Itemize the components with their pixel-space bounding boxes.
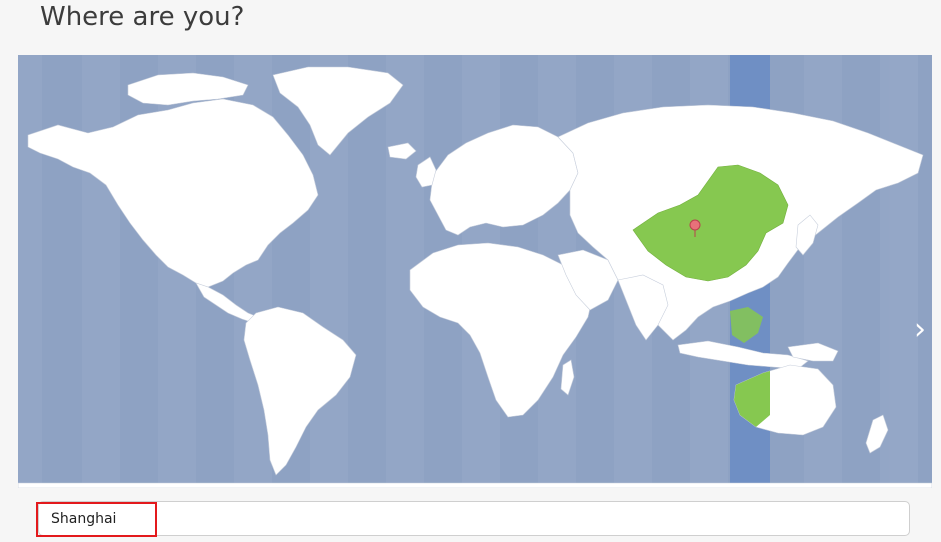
location-input[interactable] [39, 502, 909, 535]
world-map[interactable] [18, 55, 932, 488]
greenland [272, 66, 404, 156]
europe [429, 124, 579, 236]
madagascar [560, 359, 575, 396]
new-guinea [787, 342, 839, 362]
antarctica [18, 482, 932, 488]
page-title: Where are you? [40, 2, 245, 32]
selected-region [632, 164, 789, 282]
india [617, 274, 669, 341]
north-america [27, 98, 319, 288]
selected-region-australia [734, 371, 770, 427]
africa [409, 242, 594, 418]
japan [795, 214, 819, 256]
iceland [387, 142, 417, 160]
chevron-right-icon[interactable]: › [914, 312, 926, 347]
south-america [243, 306, 357, 476]
great-britain [415, 156, 437, 188]
location-field[interactable] [38, 501, 910, 536]
location-marker[interactable] [689, 219, 701, 237]
new-zealand [865, 414, 889, 454]
timezone-map[interactable]: › [18, 55, 932, 488]
selected-region-islands [730, 307, 763, 343]
arabia [557, 249, 619, 311]
arctic-islands [127, 72, 249, 106]
